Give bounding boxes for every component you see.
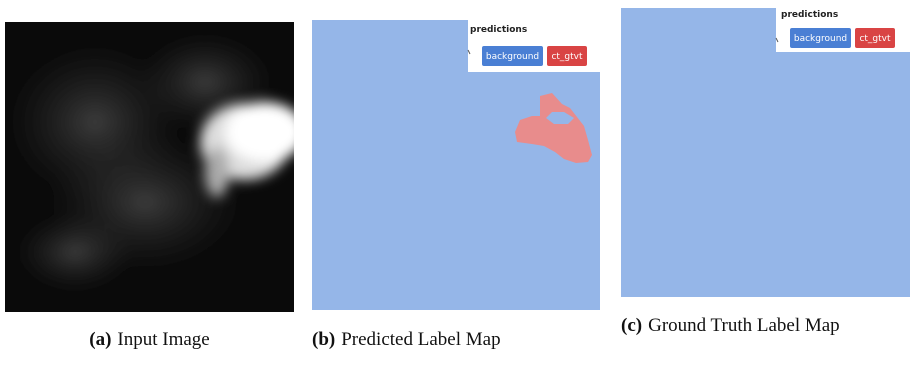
- caption: (c) Ground Truth Label Map: [621, 312, 911, 340]
- caption-label: (c): [621, 315, 642, 336]
- legend-title: predictions: [470, 25, 527, 35]
- caption: (b) Predicted Label Map: [312, 326, 612, 354]
- ground-truth-label-map: predictions background ct_gtvt: [621, 6, 913, 298]
- caption-label: (b): [312, 329, 335, 350]
- caption-text: Ground Truth Label Map: [648, 315, 840, 336]
- figure: predictions background ct_gtvt predictio…: [0, 0, 919, 369]
- legend-item: ct_gtvt: [551, 52, 583, 62]
- legend-title: predictions: [781, 10, 838, 20]
- caption-text: Input Image: [117, 329, 209, 350]
- predicted-label-map: predictions background ct_gtvt: [312, 20, 602, 312]
- caption-text: Predicted Label Map: [341, 329, 500, 350]
- caption: (a) Input Image: [5, 326, 294, 354]
- legend-item: background: [486, 52, 539, 62]
- legend-item: ct_gtvt: [859, 34, 891, 44]
- input-image: [5, 22, 294, 312]
- legend-item: background: [794, 34, 847, 44]
- caption-label: (a): [89, 329, 111, 350]
